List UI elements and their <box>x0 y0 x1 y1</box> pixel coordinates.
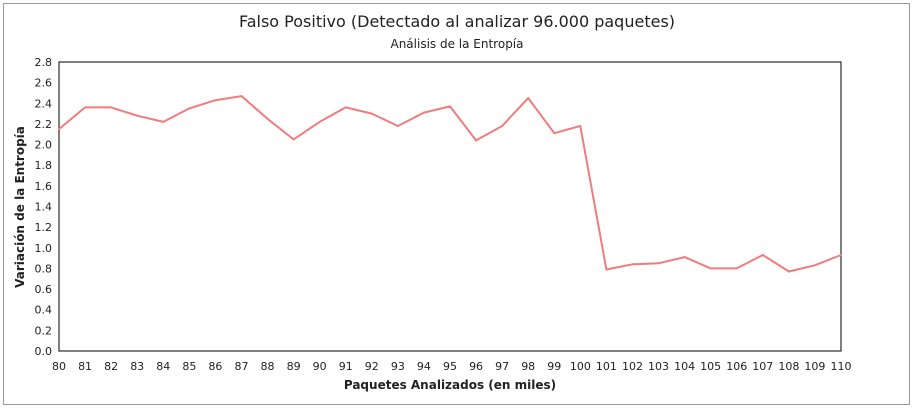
x-axis-ticks: 80 81 82 83 84 85 86 87 88 89 90 91 92 93 94 95 96 97 98 99… <box>52 360 852 373</box>
data-point <box>553 132 556 135</box>
chart-title: Falso Positivo (Detectado al analizar 96… <box>239 12 675 31</box>
data-point <box>527 97 530 100</box>
data-point <box>761 254 764 257</box>
x-tick-label: 99 <box>547 360 561 373</box>
data-point <box>136 114 139 117</box>
y-tick-label: 2.8 <box>35 56 53 69</box>
data-point <box>188 107 191 110</box>
y-tick-label: 0.0 <box>35 345 53 358</box>
y-axis-ticks: 0.0 0.2 0.4 0.6 0.8 1.0 1.2 1.4 1.6 1.8 2.0 2.2 2.4 2… <box>35 56 53 358</box>
x-axis-label: Paquetes Analizados (en miles) <box>344 378 556 392</box>
x-tick-label: 95 <box>443 360 457 373</box>
data-point <box>422 111 425 114</box>
x-tick-label: 98 <box>521 360 535 373</box>
y-tick-label: 1.6 <box>35 180 53 193</box>
x-tick-label: 84 <box>156 360 170 373</box>
y-tick-label: 1.2 <box>35 221 53 234</box>
x-tick-label: 82 <box>104 360 118 373</box>
x-tick-label: 105 <box>700 360 721 373</box>
data-point <box>344 106 347 109</box>
series-line <box>58 95 842 273</box>
data-point <box>787 270 790 273</box>
data-point <box>318 120 321 123</box>
data-point <box>58 128 60 131</box>
data-point <box>735 267 738 270</box>
x-tick-label: 89 <box>287 360 301 373</box>
data-point <box>605 268 608 271</box>
x-tick-label: 80 <box>52 360 66 373</box>
x-tick-label: 85 <box>182 360 196 373</box>
y-tick-label: 1.4 <box>35 201 53 214</box>
plot-area <box>58 61 842 352</box>
chart-frame <box>3 3 910 405</box>
y-tick-label: 2.4 <box>35 97 53 110</box>
x-tick-label: 102 <box>622 360 643 373</box>
y-tick-label: 2.0 <box>35 139 53 152</box>
data-point <box>449 105 451 108</box>
x-tick-label: 94 <box>417 360 431 373</box>
x-tick-label: 81 <box>78 360 92 373</box>
data-point <box>214 99 217 102</box>
data-point <box>657 262 660 265</box>
x-tick-label: 86 <box>208 360 222 373</box>
y-tick-label: 2.6 <box>35 77 53 90</box>
series-layer <box>58 95 842 273</box>
y-tick-label: 0.6 <box>35 283 53 296</box>
y-tick-label: 0.8 <box>35 262 53 275</box>
x-tick-label: 90 <box>313 360 327 373</box>
data-point <box>475 139 478 142</box>
data-point <box>840 254 842 257</box>
y-tick-label: 0.4 <box>35 304 53 317</box>
chart-subtitle: Análisis de la Entropía <box>390 37 523 51</box>
data-point <box>631 263 634 266</box>
x-tick-label: 110 <box>831 360 852 373</box>
data-point <box>396 124 399 127</box>
data-point <box>709 267 712 270</box>
data-point <box>683 256 686 259</box>
y-axis-label: Variación de la Entropía <box>13 126 27 288</box>
y-tick-label: 1.0 <box>35 242 53 255</box>
x-tick-label: 107 <box>752 360 773 373</box>
data-point <box>813 264 816 267</box>
data-point <box>240 95 243 98</box>
x-tick-label: 88 <box>261 360 275 373</box>
x-tick-label: 109 <box>804 360 825 373</box>
data-point <box>266 117 269 120</box>
x-tick-label: 106 <box>726 360 747 373</box>
data-point <box>370 112 373 115</box>
y-tick-label: 2.2 <box>35 118 53 131</box>
x-tick-label: 83 <box>130 360 144 373</box>
x-tick-label: 91 <box>339 360 353 373</box>
x-tick-label: 93 <box>391 360 405 373</box>
x-tick-label: 108 <box>778 360 799 373</box>
data-point <box>84 106 87 109</box>
x-tick-label: 100 <box>570 360 591 373</box>
data-point <box>162 120 165 123</box>
y-tick-label: 0.2 <box>35 324 53 337</box>
x-tick-label: 103 <box>648 360 669 373</box>
x-tick-label: 96 <box>469 360 483 373</box>
x-tick-label: 97 <box>495 360 509 373</box>
data-point <box>292 138 295 141</box>
data-point <box>501 124 504 127</box>
x-tick-label: 92 <box>365 360 379 373</box>
x-tick-label: 104 <box>674 360 695 373</box>
x-tick-label: 87 <box>234 360 248 373</box>
data-point <box>579 124 582 127</box>
x-tick-label: 101 <box>596 360 617 373</box>
y-tick-label: 1.8 <box>35 159 53 172</box>
data-point <box>110 106 113 109</box>
